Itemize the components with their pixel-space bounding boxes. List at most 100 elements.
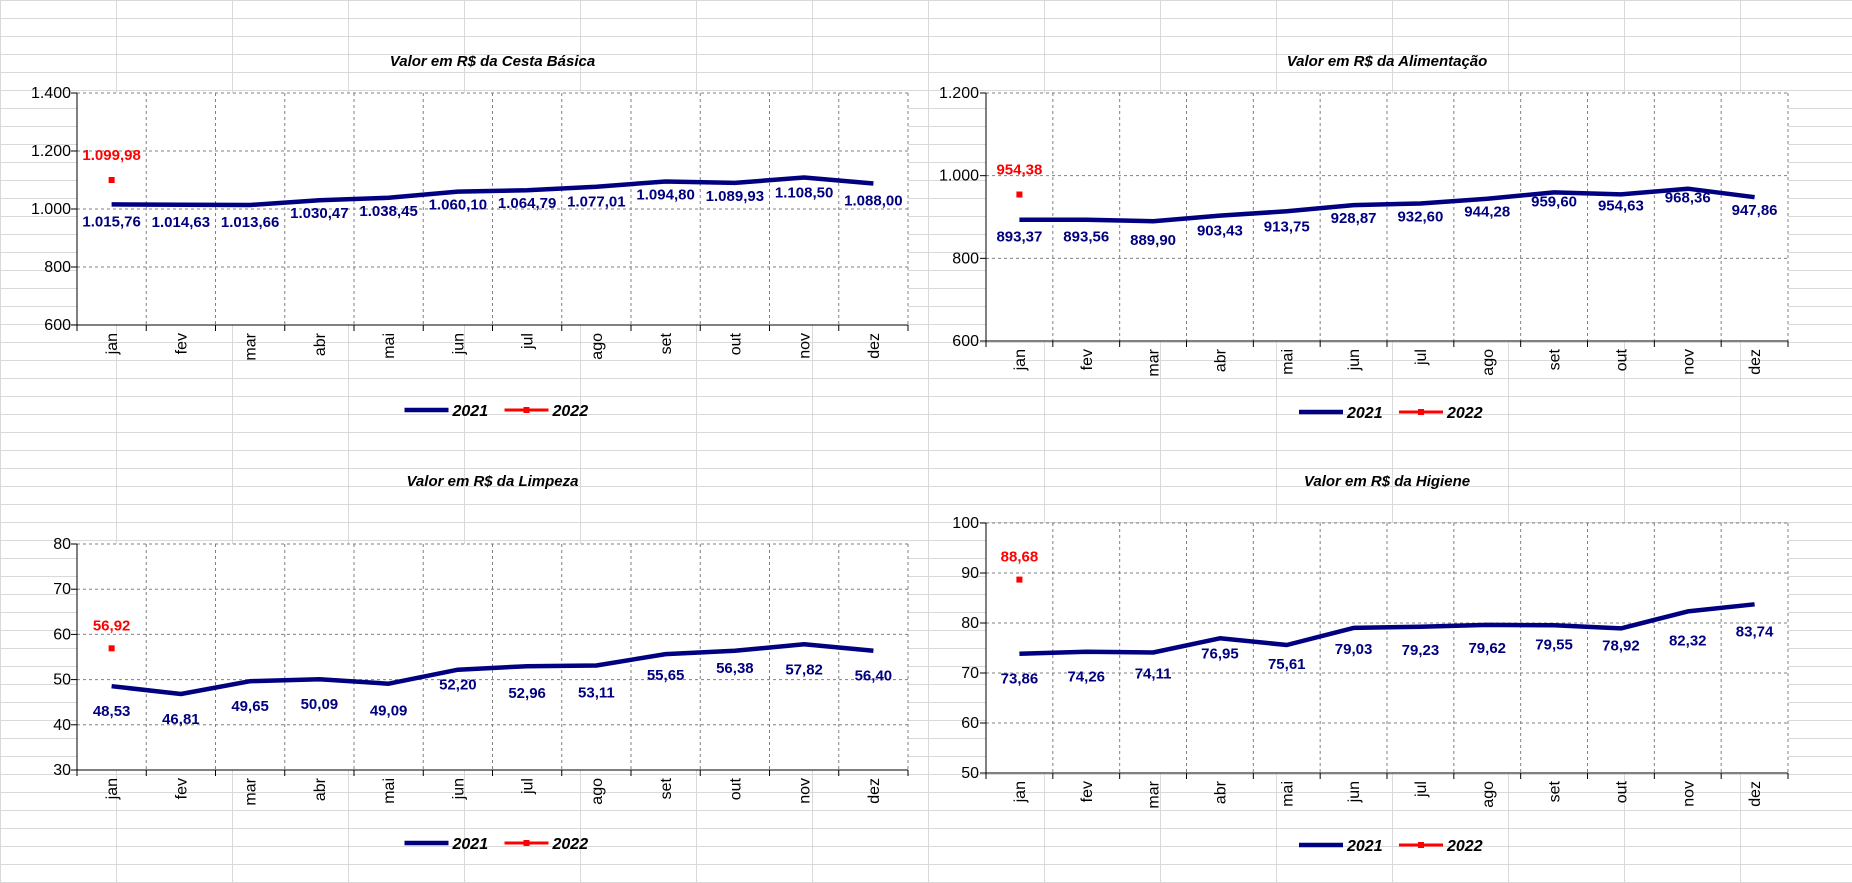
chart-2-x-tick-label: jan bbox=[1012, 349, 1029, 371]
chart-4-data-label-2021: 75,61 bbox=[1268, 656, 1306, 673]
chart-1-y-tick-label: 1.000 bbox=[31, 201, 71, 218]
chart-2-x-tick-label: mar bbox=[1146, 348, 1163, 376]
chart-1-x-tick-label: nov bbox=[797, 333, 814, 359]
chart-2-data-label-2021: 928,87 bbox=[1331, 210, 1377, 227]
chart-3-y-tick-label: 60 bbox=[53, 626, 71, 643]
chart-2-x-tick-label: out bbox=[1614, 348, 1631, 371]
chart-4-plot-area bbox=[986, 523, 1788, 773]
chart-1-data-point-2022 bbox=[108, 177, 115, 184]
chart-2-x-tick-label: dez bbox=[1747, 349, 1764, 375]
chart-3-x-tick-label: jan bbox=[104, 778, 121, 800]
chart-3-data-label-2021: 50,09 bbox=[301, 696, 339, 713]
chart-1-data-label-2021: 1.089,93 bbox=[706, 188, 764, 205]
chart-2-y-tick-label: 1.000 bbox=[939, 168, 979, 185]
chart-2-x-tick-label: jun bbox=[1346, 349, 1363, 371]
chart-4-y-tick-label: 50 bbox=[961, 765, 979, 782]
chart-4-x-tick-label: jan bbox=[1012, 781, 1029, 803]
chart-2-data-label-2021: 932,60 bbox=[1397, 209, 1443, 226]
chart-2-data-label-2021: 893,56 bbox=[1063, 229, 1109, 246]
chart-1-title: Valor em R$ da Cesta Básica bbox=[390, 53, 595, 70]
chart-4-y-tick-label: 100 bbox=[952, 515, 979, 532]
chart-1-legend-marker-2022 bbox=[523, 407, 530, 413]
chart-4-x-tick-label: set bbox=[1547, 780, 1564, 802]
chart-1-data-label-2021: 1.038,45 bbox=[359, 203, 417, 220]
chart-1-x-tick-label: ago bbox=[589, 333, 606, 360]
chart-4-legend-marker-2022 bbox=[1418, 842, 1424, 848]
chart-4-y-tick-label: 90 bbox=[961, 565, 979, 582]
chart-4-data-label-2021: 79,62 bbox=[1468, 640, 1506, 657]
chart-1-x-tick-label: jan bbox=[104, 333, 121, 355]
chart-1-data-label-2021: 1.014,63 bbox=[152, 214, 210, 231]
chart-1-data-label-2021: 1.088,00 bbox=[844, 192, 902, 209]
chart-4-data-label-2021: 79,23 bbox=[1402, 642, 1440, 659]
chart-1-y-tick-label: 1.200 bbox=[31, 143, 71, 160]
chart-2-x-tick-label: abr bbox=[1213, 348, 1230, 372]
chart-4-x-tick-label: mai bbox=[1279, 781, 1296, 807]
chart-1-x-tick-label: abr bbox=[312, 332, 329, 356]
chart-2-data-label-2021: 954,63 bbox=[1598, 197, 1644, 214]
chart-1-data-label-2021: 1.064,79 bbox=[498, 195, 556, 212]
chart-2-data-label-2021: 947,86 bbox=[1732, 202, 1778, 219]
chart-2-x-tick-label: mai bbox=[1279, 349, 1296, 375]
chart-3-data-label-2021: 52,20 bbox=[439, 677, 477, 694]
chart-4-x-tick-label: nov bbox=[1680, 781, 1697, 807]
chart-3-x-tick-label: out bbox=[727, 777, 744, 800]
chart-3-x-tick-label: abr bbox=[312, 777, 329, 801]
chart-3-data-label-2021: 48,53 bbox=[93, 703, 131, 720]
chart-3-x-tick-label: dez bbox=[866, 778, 883, 804]
chart-2-data-label-2021: 889,90 bbox=[1130, 232, 1176, 249]
chart-1-legend-label-2021: 2021 bbox=[452, 403, 489, 420]
chart-4-x-tick-label: jul bbox=[1413, 781, 1430, 798]
chart-3-x-tick-label: fev bbox=[173, 778, 190, 799]
chart-2-data-label-2021: 903,43 bbox=[1197, 223, 1243, 240]
chart-4-data-label-2021: 83,74 bbox=[1736, 623, 1774, 640]
chart-4-x-tick-label: jun bbox=[1346, 781, 1363, 803]
chart-2-x-tick-label: nov bbox=[1680, 349, 1697, 375]
chart-3-data-label-2021: 49,09 bbox=[370, 703, 408, 720]
chart-3-data-label-2021: 57,82 bbox=[785, 661, 823, 678]
chart-2-x-tick-label: jul bbox=[1413, 349, 1430, 366]
chart-3-data-label-2021: 56,40 bbox=[855, 668, 893, 685]
chart-1-x-tick-label: dez bbox=[866, 333, 883, 359]
chart-4-x-tick-label: abr bbox=[1213, 780, 1230, 804]
chart-1-data-label-2022: 1.099,98 bbox=[82, 147, 140, 164]
chart-2-x-tick-label: fev bbox=[1079, 349, 1096, 370]
chart-3-x-tick-label: mar bbox=[243, 777, 260, 805]
chart-3-data-label-2021: 55,65 bbox=[647, 667, 685, 684]
chart-3-legend-label-2021: 2021 bbox=[452, 836, 489, 853]
chart-1-data-label-2021: 1.013,66 bbox=[221, 214, 279, 231]
chart-2-data-label-2021: 944,28 bbox=[1464, 204, 1510, 221]
chart-1-x-tick-label: mai bbox=[381, 333, 398, 359]
chart-1-y-tick-label: 1.400 bbox=[31, 85, 71, 102]
chart-1-x-tick-label: mar bbox=[243, 332, 260, 360]
chart-3-legend-marker-2022 bbox=[523, 840, 530, 846]
chart-4-data-label-2021: 78,92 bbox=[1602, 637, 1640, 654]
chart-3-x-tick-label: jul bbox=[520, 778, 537, 795]
chart-4-data-label-2021: 79,55 bbox=[1535, 636, 1573, 653]
chart-3-title: Valor em R$ da Limpeza bbox=[406, 473, 578, 490]
chart-2-y-tick-label: 1.200 bbox=[939, 85, 979, 102]
chart-1-data-label-2021: 1.030,47 bbox=[290, 205, 348, 222]
chart-2-title: Valor em R$ da Alimentação bbox=[1287, 53, 1488, 70]
chart-1-data-label-2021: 1.060,10 bbox=[429, 197, 487, 214]
chart-4-data-label-2021: 76,95 bbox=[1201, 645, 1239, 662]
chart-3-data-label-2022: 56,92 bbox=[93, 617, 131, 634]
chart-2-legend-label-2022: 2022 bbox=[1446, 405, 1483, 422]
chart-3-x-tick-label: jun bbox=[450, 778, 467, 800]
chart-4-title: Valor em R$ da Higiene bbox=[1304, 473, 1470, 490]
chart-3-y-tick-label: 70 bbox=[53, 581, 71, 598]
chart-4-x-tick-label: ago bbox=[1480, 781, 1497, 808]
chart-1-y-tick-label: 800 bbox=[44, 259, 71, 276]
chart-1-x-tick-label: set bbox=[658, 332, 675, 354]
chart-2-series-line-2021 bbox=[1019, 186, 1755, 224]
chart-3-data-point-2022 bbox=[108, 645, 115, 652]
chart-3-legend-label-2022: 2022 bbox=[552, 836, 589, 853]
chart-4-x-tick-label: fev bbox=[1079, 781, 1096, 802]
chart-4-y-tick-label: 60 bbox=[961, 715, 979, 732]
chart-4-data-label-2021: 74,11 bbox=[1135, 665, 1172, 682]
chart-3-y-tick-label: 50 bbox=[53, 672, 71, 689]
chart-2-x-tick-label: ago bbox=[1480, 349, 1497, 376]
chart-3-x-tick-label: mai bbox=[381, 778, 398, 804]
chart-4-series-line-2021 bbox=[1019, 602, 1755, 656]
chart-3-data-label-2021: 56,38 bbox=[716, 660, 754, 677]
